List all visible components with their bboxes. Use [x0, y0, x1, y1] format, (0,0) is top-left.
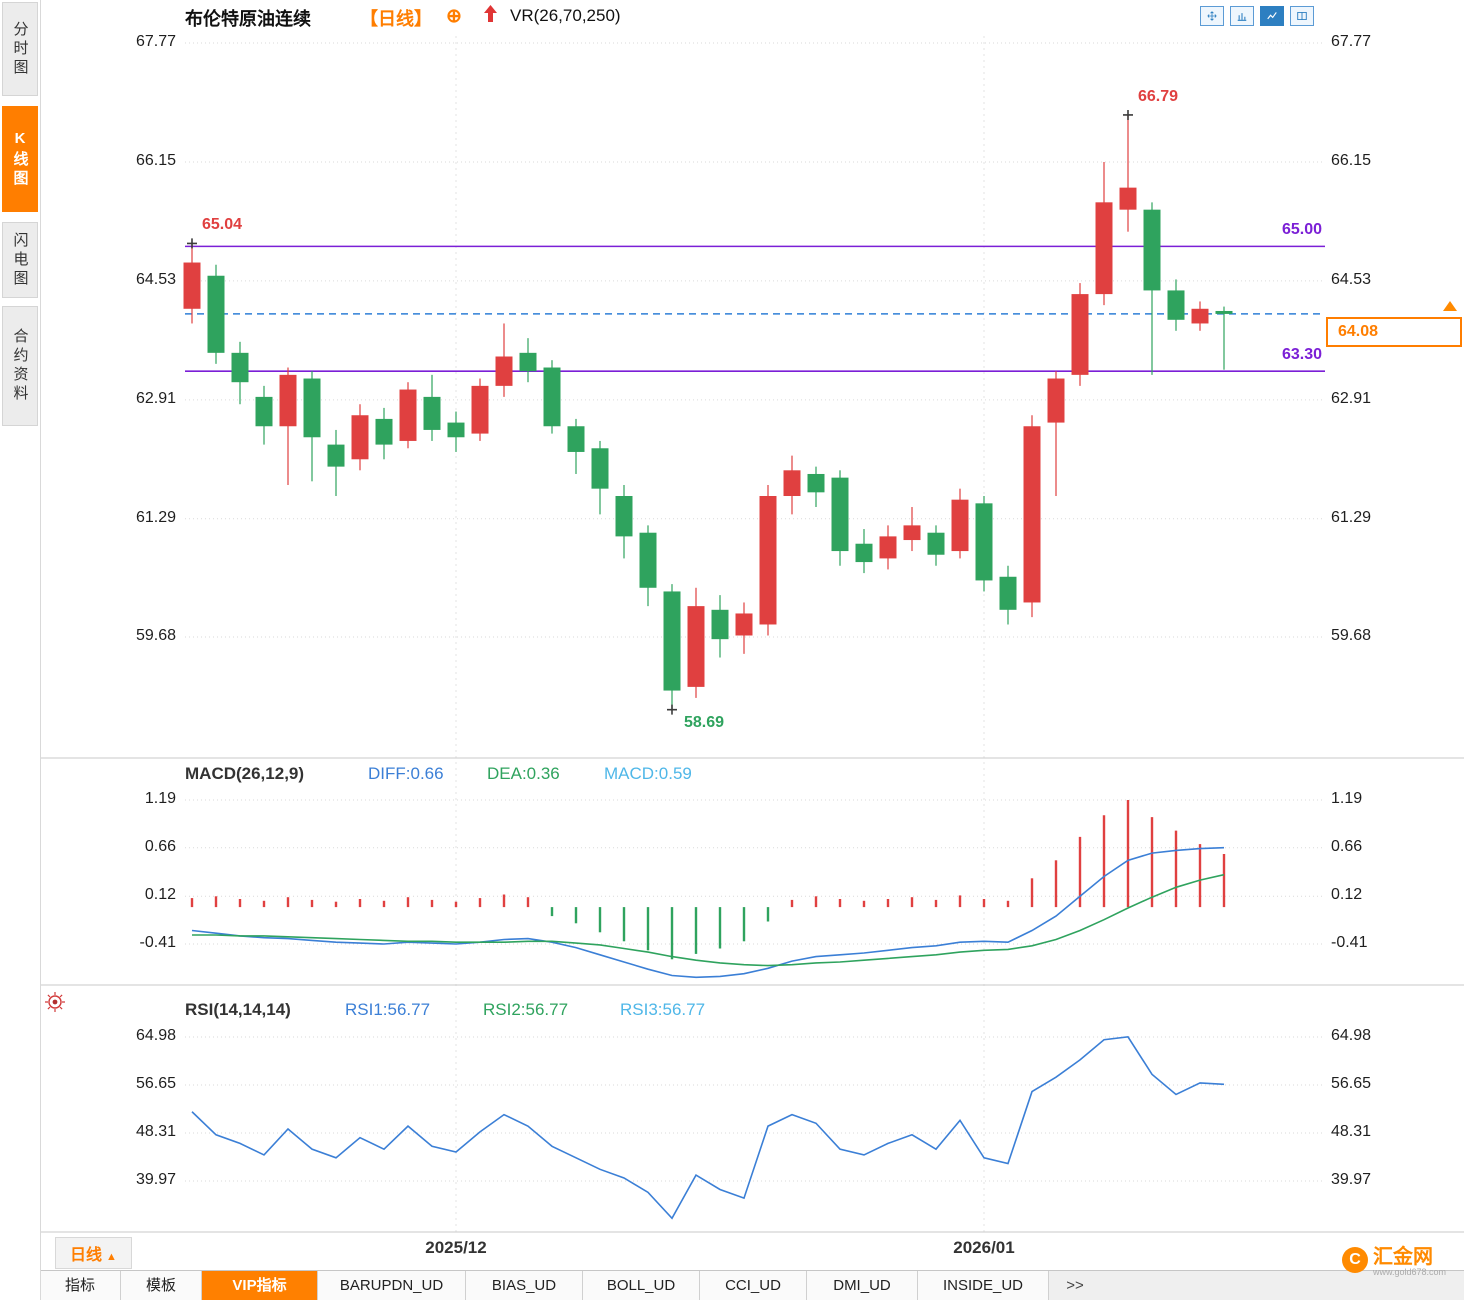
sidebar-tab-kline-chart[interactable]: K线图: [2, 106, 38, 212]
up-arrow-icon: [482, 4, 499, 29]
macd-title: MACD(26,12,9): [185, 764, 305, 783]
bottom-tab-1[interactable]: 模板: [121, 1271, 202, 1300]
sidebar-tab-label: 合约资料: [11, 328, 29, 404]
line-chart-icon[interactable]: [1260, 6, 1284, 26]
site-name: 汇金网: [1373, 1246, 1433, 1268]
chart-type-sidebar: 分时图 K线图 闪电图 合约资料: [0, 0, 41, 1300]
period-selector-label: 日线: [70, 1247, 103, 1264]
extreme-markers: [187, 109, 1133, 715]
indicator-tabs: 指标 模板 VIP指标 BARUPDN_UD BIAS_UD BOLL_UD CCI_UD D…: [40, 1271, 1464, 1300]
vr-indicator-label: VR(26,70,250): [510, 6, 621, 25]
bottom-tab-7[interactable]: DMI_UD: [807, 1271, 918, 1300]
bottom-tab-4[interactable]: BIAS_UD: [466, 1271, 583, 1300]
rsi-series: [191, 1036, 1225, 1220]
rsi1-value: RSI1:56.77: [345, 1000, 431, 1019]
sidebar-tab-label: 闪电图: [11, 231, 29, 289]
bottom-tab-2[interactable]: VIP指标: [202, 1271, 318, 1300]
period-tag[interactable]: 【日线】: [360, 9, 432, 29]
add-indicator-icon[interactable]: ⊕: [446, 6, 462, 27]
marker-sun-icon[interactable]: [44, 991, 66, 1018]
macd-dea-value: DEA:0.36: [487, 764, 560, 783]
bottom-tab-6[interactable]: CCI_UD: [700, 1271, 807, 1300]
site-logo-icon: C: [1342, 1247, 1368, 1273]
page-title: 布伦特原油连续: [185, 9, 311, 29]
indicator-window-icon[interactable]: [1230, 6, 1254, 26]
pan-icon[interactable]: [1200, 6, 1224, 26]
price-marker-icon[interactable]: [1443, 301, 1457, 311]
gridlines: [185, 36, 1325, 1232]
panel-separators: [41, 757, 1464, 1233]
bottom-tab-5[interactable]: BOLL_UD: [583, 1271, 700, 1300]
candlestick-series: [183, 114, 1233, 710]
rsi3-value: RSI3:56.77: [620, 1000, 706, 1019]
rsi2-value: RSI2:56.77: [483, 1000, 569, 1019]
bottom-tab-8[interactable]: INSIDE_UD: [918, 1271, 1049, 1300]
site-url: www.gold678.com: [1373, 1267, 1447, 1277]
site-watermark: C 汇金网 www.gold678.com: [1342, 1247, 1446, 1278]
new-window-icon[interactable]: [1290, 6, 1314, 26]
triangle-up-icon: ▲: [106, 1251, 117, 1263]
macd-diff-value: DIFF:0.66: [368, 764, 444, 783]
chart-toolbar: [1200, 6, 1314, 26]
macd-series: [190, 800, 1226, 979]
bottom-tab-9[interactable]: >>: [1066, 1277, 1084, 1294]
sidebar-tab-contract-info[interactable]: 合约资料: [2, 306, 38, 426]
sidebar-tab-time-chart[interactable]: 分时图: [2, 2, 38, 96]
indicator-tab-bar: 指标 模板 VIP指标 BARUPDN_UD BIAS_UD BOLL_UD CCI_UD D…: [0, 1270, 1464, 1300]
horizontal-price-lines: [185, 245, 1325, 372]
bottom-tab-3[interactable]: BARUPDN_UD: [318, 1271, 466, 1300]
macd-value: MACD:0.59: [604, 764, 692, 783]
period-selector[interactable]: 日线 ▲: [55, 1237, 132, 1269]
sidebar-tab-flash-chart[interactable]: 闪电图: [2, 222, 38, 298]
last-price-box: 64.08: [1326, 317, 1462, 347]
bottom-tab-0[interactable]: 指标: [40, 1271, 121, 1300]
sidebar-tab-label: K线图: [11, 129, 29, 189]
rsi-title: RSI(14,14,14): [185, 1000, 291, 1019]
last-price-value: 64.08: [1338, 323, 1379, 340]
sidebar-tab-label: 分时图: [11, 20, 29, 78]
